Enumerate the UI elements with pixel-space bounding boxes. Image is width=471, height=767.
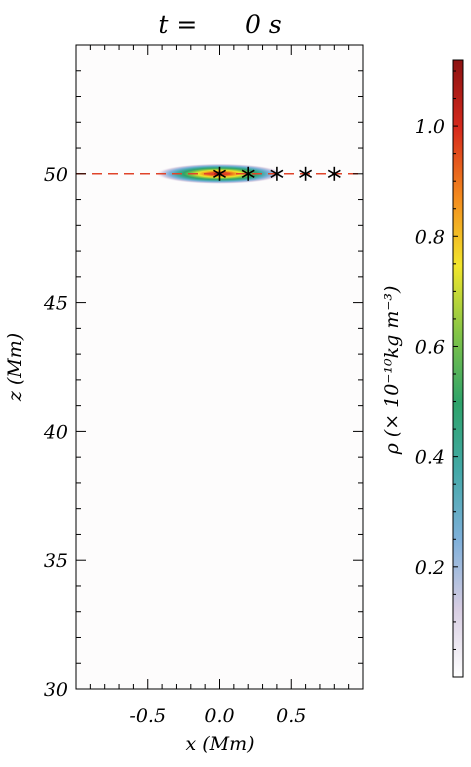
x-axis-label: x (Mm) [185,733,254,755]
marker-asterisk-3 [270,166,284,181]
y-tick-label: 35 [44,550,68,572]
colorbar-tick-labels: 0.2 0.4 0.6 0.8 1.0 [415,116,445,579]
y-axis-label: z (Mm) [4,333,26,402]
plot-background [76,45,363,689]
y-tick-label: 50 [44,164,68,186]
marker-asterisk-4 [299,166,313,181]
marker-group [213,166,341,181]
marker-asterisk-5 [327,166,341,181]
colorbar-tick-label: 0.6 [415,336,445,358]
marker-asterisk-2 [241,166,255,181]
y-tick-labels: 30 35 40 45 50 [43,164,68,701]
x-tick-label: -0.5 [129,705,166,727]
plot-area [75,44,364,690]
colorbar-ticks [453,70,458,650]
chart-title: t = 0 s [158,10,281,39]
y-tick-label: 45 [43,293,68,315]
colorbar-tick-label: 0.2 [415,557,445,579]
x-tick-label: 0.5 [276,705,306,727]
colorbar-gradient [452,59,464,678]
x-tick-labels: -0.5 0.0 0.5 [129,705,306,727]
colorbar-tick-label: 0.4 [415,447,445,469]
marker-asterisk-1 [213,166,226,181]
y-tick-label: 40 [43,421,68,443]
colorbar-tick-label: 1.0 [415,116,445,138]
y-tick-label: 30 [44,679,68,701]
colorbar: 0.2 0.4 0.6 0.8 1.0 ρ (× 10⁻¹⁰kg m⁻³) [381,59,464,678]
x-tick-label: 0.0 [204,705,234,727]
plot-frame [75,44,364,690]
colorbar-tick-label: 0.8 [415,226,445,248]
colorbar-label: ρ (× 10⁻¹⁰kg m⁻³) [381,286,403,456]
